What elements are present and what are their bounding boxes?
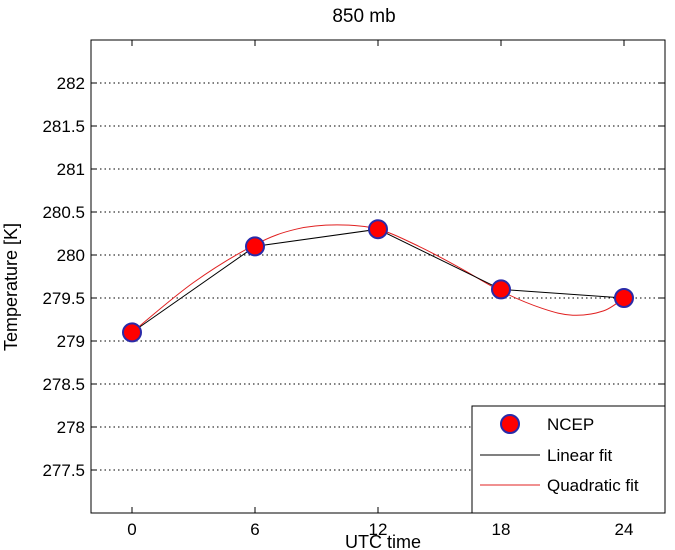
legend-label: Linear fit [547, 446, 612, 465]
y-tick-label: 278.5 [42, 375, 85, 394]
y-tick-label: 280.5 [42, 203, 85, 222]
x-axis-label: UTC time [345, 532, 421, 550]
y-tick-label: 277.5 [42, 461, 85, 480]
y-tick-label: 281.5 [42, 117, 85, 136]
legend: NCEP Linear fit Quadratic fit [471, 405, 666, 514]
plot-series [122, 219, 634, 343]
legend-label: NCEP [547, 415, 594, 434]
x-tick-label: 24 [615, 520, 634, 539]
x-tick-label: 6 [250, 520, 259, 539]
ncep-point [122, 322, 142, 343]
legend-ncep-marker [500, 414, 520, 434]
y-tick-label: 278 [57, 418, 85, 437]
y-tick-label: 280 [57, 246, 85, 265]
x-tick-label: 12 [369, 520, 388, 539]
y-tick-label: 279.5 [42, 289, 85, 308]
y-axis-label: Temperature [K] [1, 223, 21, 351]
y-tick-label: 279 [57, 332, 85, 351]
ncep-point [491, 279, 511, 300]
x-tick-label: 18 [492, 520, 511, 539]
ncep-point [368, 219, 388, 240]
linear-fit-line [131, 228, 625, 333]
chart-title: 850 mb [332, 6, 395, 27]
legend-label: Quadratic fit [547, 476, 639, 495]
y-tick-label: 282 [57, 74, 85, 93]
ncep-point [245, 236, 265, 257]
ncep-point [614, 288, 634, 308]
quadratic-fit-line [131, 224, 625, 333]
x-tick-label: 0 [127, 520, 136, 539]
axis-ticks: 277.5 278 278.5 279 279.5 280 280.5 281 281.5 282… [42, 40, 665, 539]
y-tick-label: 281 [57, 160, 85, 179]
